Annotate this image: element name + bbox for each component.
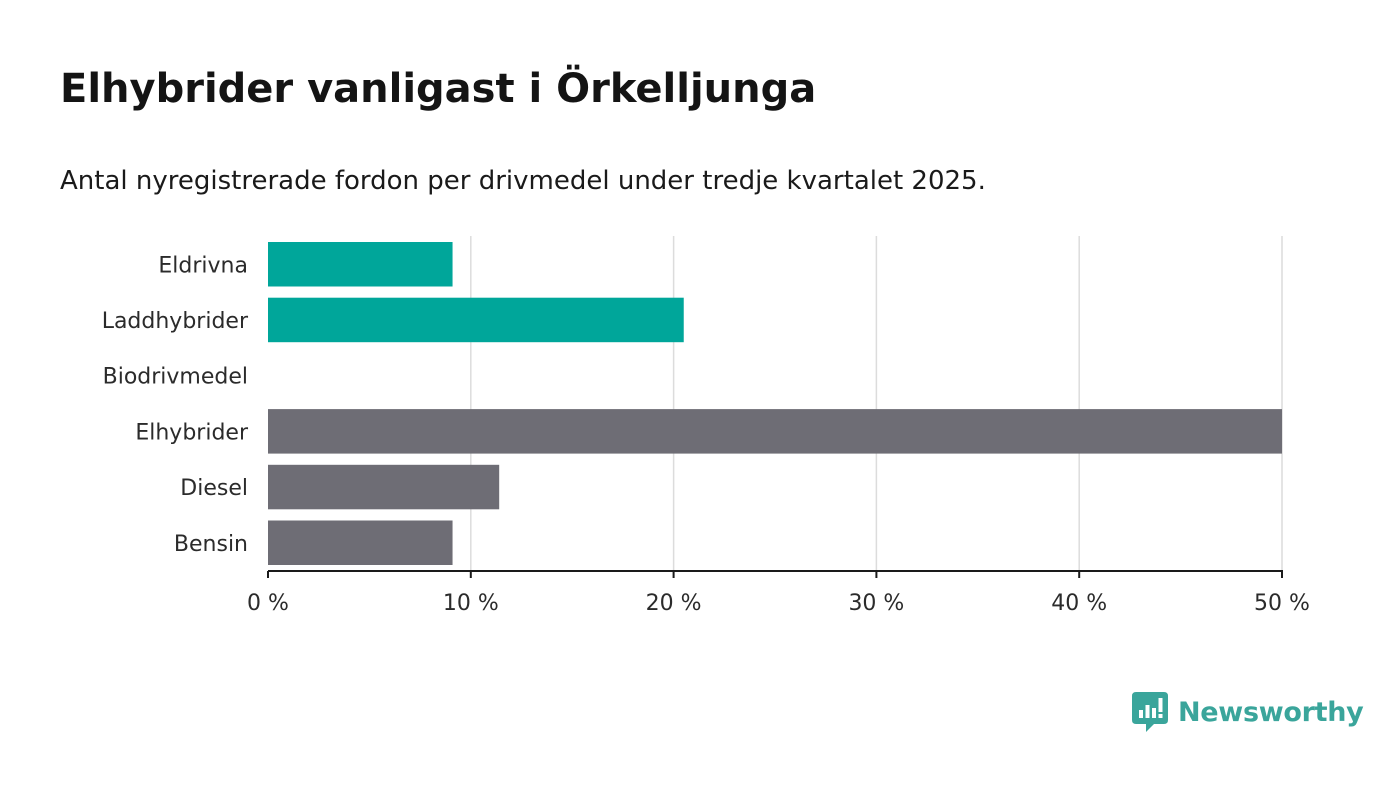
newsworthy-brand: Newsworthy — [1132, 692, 1364, 732]
chart-subtitle: Antal nyregistrerade fordon per drivmede… — [60, 166, 986, 196]
x-tick-label-10: 10 % — [443, 591, 499, 616]
category-label-diesel: Diesel — [180, 476, 248, 501]
x-tick-label-0: 0 % — [247, 591, 289, 616]
category-label-elhybrider: Elhybrider — [135, 420, 249, 445]
category-label-eldrivna: Eldrivna — [158, 253, 248, 278]
x-tick-label-20: 20 % — [646, 591, 702, 616]
newsworthy-logo-icon — [1132, 692, 1168, 732]
category-label-bensin: Bensin — [174, 532, 248, 557]
bar-diesel — [268, 464, 500, 510]
x-axis: 0 % 10 % 20 % 30 % 40 % 50 % — [247, 570, 1310, 616]
bars — [268, 242, 1282, 565]
x-tick-label-50: 50 % — [1254, 591, 1310, 616]
x-tick-label-30: 30 % — [848, 591, 904, 616]
category-label-laddhybrider: Laddhybrider — [102, 309, 249, 334]
bar-laddhybrider — [268, 297, 684, 343]
category-labels: Eldrivna Laddhybrider Biodrivmedel Elhybrid… — [102, 253, 249, 557]
bar-eldrivna — [268, 242, 453, 287]
chart-title: Elhybrider vanligast i Örkelljunga — [60, 66, 817, 112]
bar-elhybrider — [268, 409, 1282, 454]
bar-bensin — [268, 520, 453, 565]
gridlines — [470, 236, 1283, 571]
newsworthy-brand-name: Newsworthy — [1178, 696, 1364, 728]
category-label-biodrivmedel: Biodrivmedel — [103, 365, 248, 390]
x-tick-label-40: 40 % — [1051, 591, 1107, 616]
